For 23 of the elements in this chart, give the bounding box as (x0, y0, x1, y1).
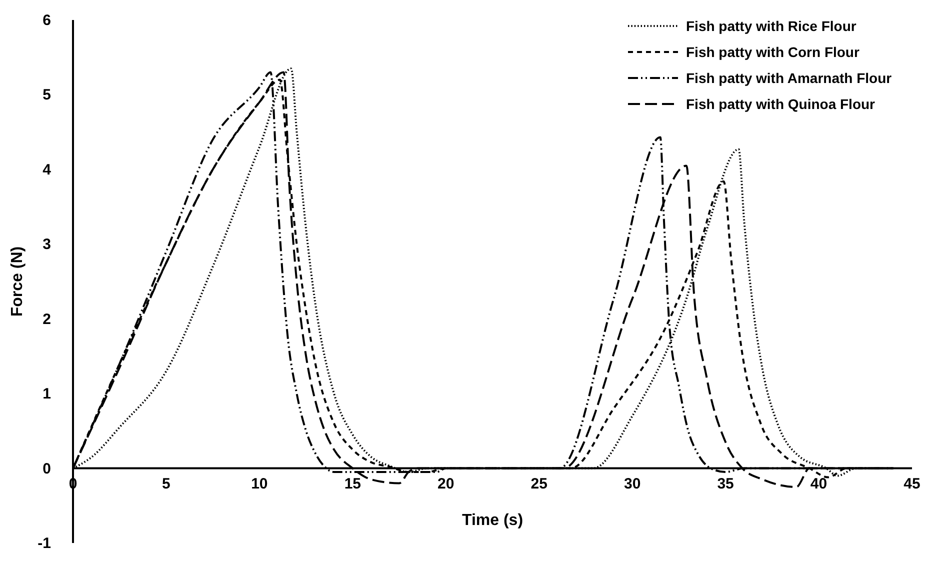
x-tick-label: 35 (717, 475, 734, 492)
y-axis-title: Force (N) (9, 246, 26, 317)
x-tick-label: 15 (344, 475, 362, 492)
x-tick-label: 45 (904, 475, 920, 492)
x-tick-label: 30 (624, 475, 641, 492)
y-tick-label: 4 (42, 161, 52, 178)
x-tick-label: 40 (810, 475, 828, 492)
x-axis-title: Time (s) (462, 512, 524, 529)
y-tick-label: -1 (38, 535, 51, 552)
legend-label: Fish patty with Amarnath Flour (686, 70, 892, 86)
x-tick-label: 10 (251, 475, 268, 492)
x-tick-label: 20 (438, 475, 454, 492)
y-tick-label: 0 (42, 460, 51, 478)
x-tick-label: 25 (530, 475, 548, 492)
y-tick-label: 3 (42, 236, 51, 254)
legend-label: Fish patty with Corn Flour (686, 44, 860, 60)
y-tick-label: 6 (42, 12, 51, 29)
y-tick-label: 2 (42, 310, 51, 328)
legend-label: Fish patty with Rice Flour (686, 18, 857, 34)
y-tick-label: 1 (42, 386, 51, 403)
legend-label: Fish patty with Quinoa Flour (686, 96, 876, 112)
y-tick-label: 5 (42, 86, 51, 104)
x-tick-label: 5 (162, 475, 170, 492)
